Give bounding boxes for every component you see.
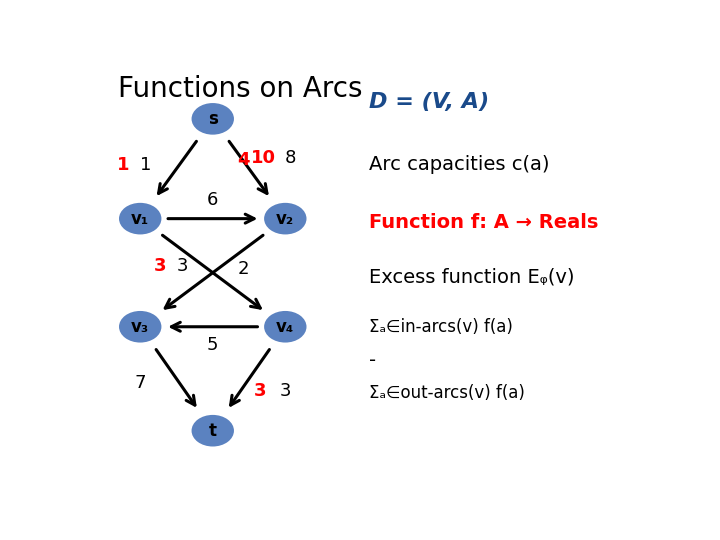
Text: 3: 3 [153,258,166,275]
Text: v₃: v₃ [131,318,149,336]
Circle shape [192,103,234,134]
Text: v₄: v₄ [276,318,294,336]
Text: Functions on Arcs: Functions on Arcs [118,75,363,103]
Text: t: t [209,422,217,440]
Text: 4: 4 [237,151,250,170]
Circle shape [119,311,161,342]
Text: Σₐ∈in-arcs(v) f(a): Σₐ∈in-arcs(v) f(a) [369,318,513,336]
Text: 3: 3 [176,258,188,275]
Text: 7: 7 [135,374,146,392]
Text: Arc capacities c(a): Arc capacities c(a) [369,155,549,174]
Text: Function f: A → Reals: Function f: A → Reals [369,213,598,232]
Circle shape [264,203,307,234]
Circle shape [192,415,234,447]
Text: v₂: v₂ [276,210,294,228]
Text: Excess function Eᵩ(v): Excess function Eᵩ(v) [369,267,575,286]
Text: 3: 3 [279,382,291,400]
Text: 1: 1 [117,156,130,173]
Text: 1: 1 [140,156,151,173]
Text: s: s [208,110,217,128]
Text: 8: 8 [285,150,297,167]
Text: 3: 3 [254,382,266,400]
Text: v₁: v₁ [131,210,149,228]
Text: 6: 6 [207,191,218,209]
Text: 5: 5 [207,336,218,354]
Text: D = (V, A): D = (V, A) [369,92,489,112]
Text: 2: 2 [238,260,249,278]
Text: 10: 10 [251,150,276,167]
Text: -: - [369,350,376,369]
Circle shape [264,311,307,342]
Circle shape [119,203,161,234]
Text: Σₐ∈out-arcs(v) f(a): Σₐ∈out-arcs(v) f(a) [369,384,525,402]
